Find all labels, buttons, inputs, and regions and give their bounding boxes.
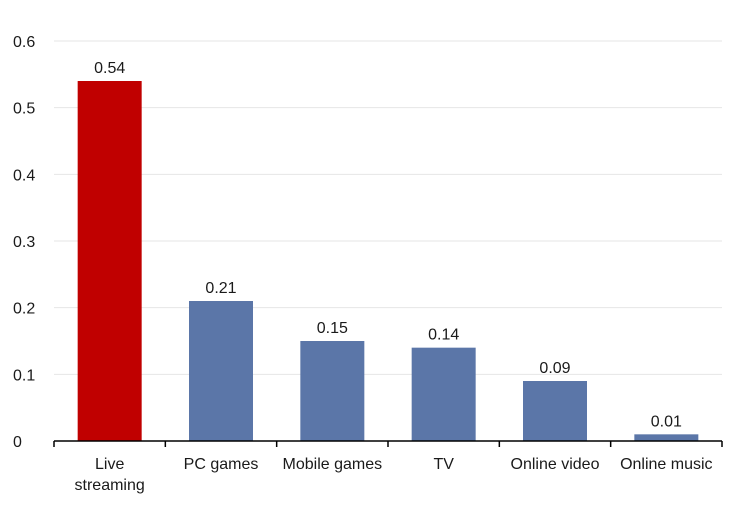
x-axis — [53, 440, 723, 447]
y-axis-ticks: 0 0.1 0.2 0.3 0.4 0.5 0.6 — [13, 34, 35, 451]
category-label-line: streaming — [75, 477, 145, 494]
y-tick-label: 0.6 — [13, 34, 35, 51]
category-label-line: Live — [95, 456, 124, 473]
y-tick-label: 0.3 — [13, 234, 35, 251]
gridlines — [54, 40, 722, 375]
category-label-line: PC games — [184, 456, 259, 473]
category-label: Live streaming — [75, 456, 145, 494]
data-label: 0.21 — [205, 280, 236, 297]
data-labels: 0.54 0.21 0.15 0.14 0.09 0.01 — [94, 60, 682, 430]
data-label: 0.54 — [94, 60, 125, 77]
data-label: 0.15 — [317, 320, 348, 337]
category-labels: Live streaming PC games Mobile games TV Onlin… — [75, 456, 713, 494]
data-label: 0.01 — [651, 413, 682, 430]
bar — [189, 301, 253, 441]
bar — [300, 341, 365, 441]
y-tick-label: 0.1 — [13, 367, 35, 384]
bar — [77, 81, 142, 441]
bar — [634, 434, 699, 441]
bars — [77, 81, 699, 441]
category-label: Online music — [620, 456, 712, 473]
category-label: PC games — [184, 456, 259, 473]
category-label: Mobile games — [283, 456, 383, 473]
y-tick-label: 0.5 — [13, 101, 35, 118]
category-label-line: Online video — [511, 456, 600, 473]
bar — [411, 347, 476, 441]
category-label-line: Mobile games — [283, 456, 383, 473]
category-label-line: Online music — [620, 456, 712, 473]
data-label: 0.14 — [428, 327, 459, 344]
category-label: TV — [433, 456, 454, 473]
category-label: Online video — [511, 456, 600, 473]
y-tick-label: 0 — [13, 434, 22, 451]
bar — [523, 381, 587, 441]
category-label-line: TV — [433, 456, 454, 473]
y-tick-label: 0.2 — [13, 301, 35, 318]
data-label: 0.09 — [539, 360, 570, 377]
y-tick-label: 0.4 — [13, 167, 35, 184]
